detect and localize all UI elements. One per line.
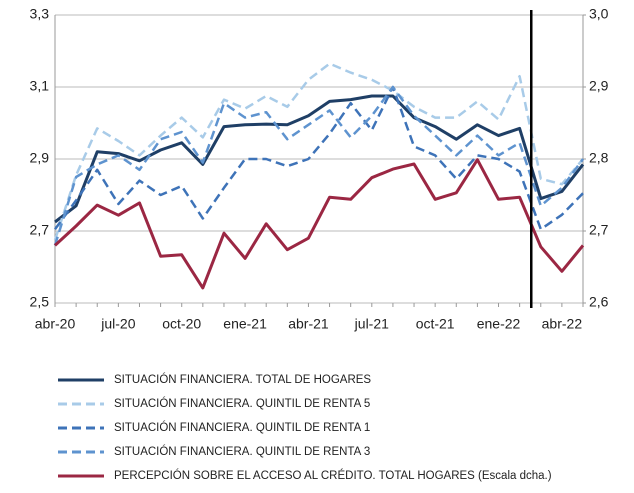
y-tick-label: 2,7 [30, 222, 50, 238]
legend-label: SITUACIÓN FINANCIERA. TOTAL DE HOGARES [114, 373, 371, 386]
y-tick-label: 3,3 [30, 6, 50, 22]
x-tick-label: jul-20 [100, 316, 135, 332]
x-tick-label: ene-22 [477, 316, 521, 332]
y2-tick-label: 2,6 [589, 294, 609, 310]
y2-tick-label: 2,9 [589, 78, 609, 94]
y2-tick-label: 2,8 [589, 150, 609, 166]
x-tick-label: jul-21 [354, 316, 389, 332]
y-tick-label: 2,9 [30, 150, 50, 166]
x-tick-label: oct-20 [162, 316, 201, 332]
legend-label: SITUACIÓN FINANCIERA. QUINTIL DE RENTA 3 [114, 445, 370, 458]
series-line [53, 85, 584, 231]
x-tick-label: abr-20 [35, 316, 76, 332]
legend-label: SITUACIÓN FINANCIERA. QUINTIL DE RENTA 5 [114, 397, 370, 410]
y-tick-label: 3,1 [30, 78, 50, 94]
x-tick-label: abr-22 [542, 316, 583, 332]
legend-label: PERCEPCIÓN SOBRE EL ACCESO AL CRÉDITO. T… [114, 469, 552, 482]
series-line [53, 85, 585, 246]
legend-label: SITUACIÓN FINANCIERA. QUINTIL DE RENTA 1 [114, 421, 370, 434]
y-tick-label: 2,5 [30, 294, 50, 310]
y2-tick-label: 2,7 [589, 222, 609, 238]
x-tick-label: oct-21 [416, 316, 455, 332]
series-line [54, 94, 585, 224]
series-line [53, 158, 585, 290]
series-line [53, 62, 584, 241]
x-tick-label: ene-21 [223, 316, 267, 332]
x-tick-label: abr-21 [288, 316, 329, 332]
y2-tick-label: 3,0 [589, 6, 609, 22]
